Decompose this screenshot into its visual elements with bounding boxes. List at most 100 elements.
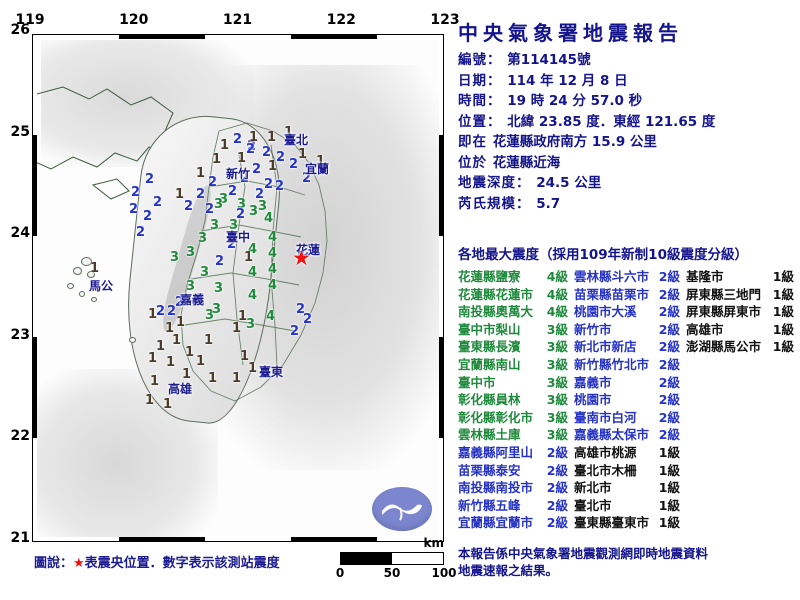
intensity-row: 臺東縣長濱 3級 <box>458 336 574 354</box>
intensity-location: 高雄市桃源 <box>574 444 637 460</box>
map-city-label: 花蓮 <box>296 243 321 257</box>
intensity-row: 嘉義市 2級 <box>574 372 686 390</box>
station-intensity-value: 1 <box>150 374 160 389</box>
frame-tick-top <box>33 35 443 40</box>
penghu-islet <box>91 297 97 302</box>
footnote-line: 地震速報之結果。 <box>458 563 559 578</box>
station-intensity-value: 1 <box>284 125 294 140</box>
county-boundaries <box>180 122 328 402</box>
legend-star-icon: ★ <box>73 556 85 571</box>
station-intensity-value: 4 <box>264 211 274 226</box>
station-intensity-value: 2 <box>252 162 262 177</box>
longitude-axis: 119 120 121 122 123 <box>15 12 459 32</box>
station-intensity-value: 3 <box>212 302 222 317</box>
latitude-tick: 23 <box>10 326 30 343</box>
station-intensity-value: 2 <box>136 225 146 240</box>
map-city-label: 臺北 <box>284 133 309 147</box>
intensity-table: 花蓮縣鹽寮 4級 花蓮縣花蓮市 4級 南投縣奧萬大 4級 臺中市梨山 3級 臺東縣長濱 3級 宜蘭縣… <box>458 266 800 530</box>
station-intensity-value: 1 <box>267 130 277 145</box>
frame-tick-right <box>438 35 443 541</box>
page-title: 中央氣象署地震報告 <box>458 21 683 45</box>
latitude-tick: 24 <box>10 225 30 242</box>
station-intensity-value: 2 <box>255 187 265 202</box>
station-intensity-value: 2 <box>262 145 272 160</box>
longitude-tick: 123 <box>430 12 460 28</box>
intensity-location: 彰化縣彰化市 <box>458 409 534 425</box>
metadata-row: 即在 花蓮縣政府南方 15.9 公里 <box>458 132 798 153</box>
intensity-location: 花蓮縣鹽寮 <box>458 269 521 284</box>
station-intensity-value: 1 <box>156 339 166 354</box>
station-intensity-value: 2 <box>131 185 141 200</box>
intensity-location: 桃園市 <box>574 392 612 408</box>
station-intensity-value: 1 <box>316 154 326 169</box>
station-intensity-value: 1 <box>148 307 158 322</box>
station-intensity-value: 2 <box>129 202 139 217</box>
intensity-level: 2級 <box>658 304 680 320</box>
intensity-row: 臺東縣臺東市 1級 <box>574 512 686 530</box>
intensity-location: 高雄市 <box>686 321 724 337</box>
station-intensity-value: 2 <box>246 142 256 157</box>
intensity-location: 桃園市大溪 <box>574 304 637 320</box>
intensity-location: 宜蘭縣宜蘭市 <box>458 515 534 531</box>
latitude-tick: 26 <box>10 22 30 38</box>
station-intensity-value: 2 <box>240 171 250 186</box>
intensity-row: 嘉義縣太保市 2級 <box>574 424 686 442</box>
station-intensity-value: 2 <box>276 150 286 165</box>
station-intensity-value: 2 <box>233 132 243 147</box>
station-intensity-value: 3 <box>229 218 239 233</box>
intensity-level: 1級 <box>658 497 680 513</box>
frame-tick-left <box>33 35 38 541</box>
intensity-row: 雲林縣土庫 3級 <box>458 424 574 442</box>
station-intensity-value: 3 <box>246 317 256 332</box>
intensity-location: 花蓮縣花蓮市 <box>458 286 534 302</box>
map-scalebar: km 0 50 100 <box>336 536 457 580</box>
intensity-level: 3級 <box>546 321 568 337</box>
station-intensity-value: 2 <box>208 175 218 190</box>
station-intensity-value: 2 <box>264 177 274 192</box>
scalebar-unit: km <box>423 536 444 550</box>
intensity-row: 南投縣南投市 2級 <box>458 477 574 495</box>
intensity-location: 基隆市 <box>686 269 724 284</box>
station-intensity-value: 2 <box>228 184 238 199</box>
metadata-label: 地震深度： <box>458 175 537 191</box>
intensity-location: 屏東縣三地門 <box>686 286 762 302</box>
intensity-location: 嘉義市 <box>574 374 612 390</box>
station-intensity-value: 1 <box>148 351 158 366</box>
station-intensity-value: 3 <box>214 281 224 296</box>
cwa-logo-wave-icon <box>382 504 422 521</box>
map-frame[interactable] <box>32 34 444 542</box>
intensity-location: 新竹縣五峰 <box>458 497 521 513</box>
station-intensity-value: 1 <box>145 393 155 408</box>
intensity-row: 屏東縣屏東市 1級 <box>686 301 800 319</box>
station-intensity-value: 3 <box>200 265 210 280</box>
station-intensity-value: 3 <box>210 218 220 233</box>
station-intensity-value: 2 <box>275 179 285 194</box>
report-panel: 中央氣象署地震報告 編號： 第114145號 日期： 114 年 12 月 8 日… <box>452 0 800 600</box>
intensity-location: 雲林縣土庫 <box>458 427 521 443</box>
intensity-row: 花蓮縣鹽寮 4級 <box>458 266 574 284</box>
intensity-level: 2級 <box>546 462 568 478</box>
station-intensity-value: 4 <box>268 262 278 277</box>
intensity-location: 新北市 <box>574 480 612 496</box>
metadata-label: 位於 <box>458 154 493 171</box>
station-intensity-value: 3 <box>237 197 247 212</box>
scalebar-tick: 0 <box>335 566 345 580</box>
station-intensity-value: 2 <box>236 207 246 222</box>
station-intensity-value: 2 <box>289 157 299 172</box>
metadata-label: 日期： <box>458 72 508 89</box>
metadata-value: 花蓮縣近海 <box>492 154 561 171</box>
intensity-location: 臺北市木柵 <box>574 462 637 478</box>
station-intensity-value: 1 <box>237 151 247 166</box>
intensity-row: 臺北市木柵 1級 <box>574 460 686 478</box>
metadata-label: 編號： <box>458 52 508 68</box>
intensity-row: 新北市 1級 <box>574 477 686 495</box>
station-intensity-value: 1 <box>204 333 214 348</box>
intensity-level: 2級 <box>546 480 568 496</box>
map-city-label: 宜蘭 <box>305 162 330 176</box>
station-intensity-value: 4 <box>248 288 258 303</box>
station-intensity-value: 2 <box>167 304 177 319</box>
intensity-row: 澎湖縣馬公市 1級 <box>686 336 800 354</box>
station-intensity-value: 4 <box>248 265 258 280</box>
station-intensity-value: 2 <box>153 195 163 210</box>
